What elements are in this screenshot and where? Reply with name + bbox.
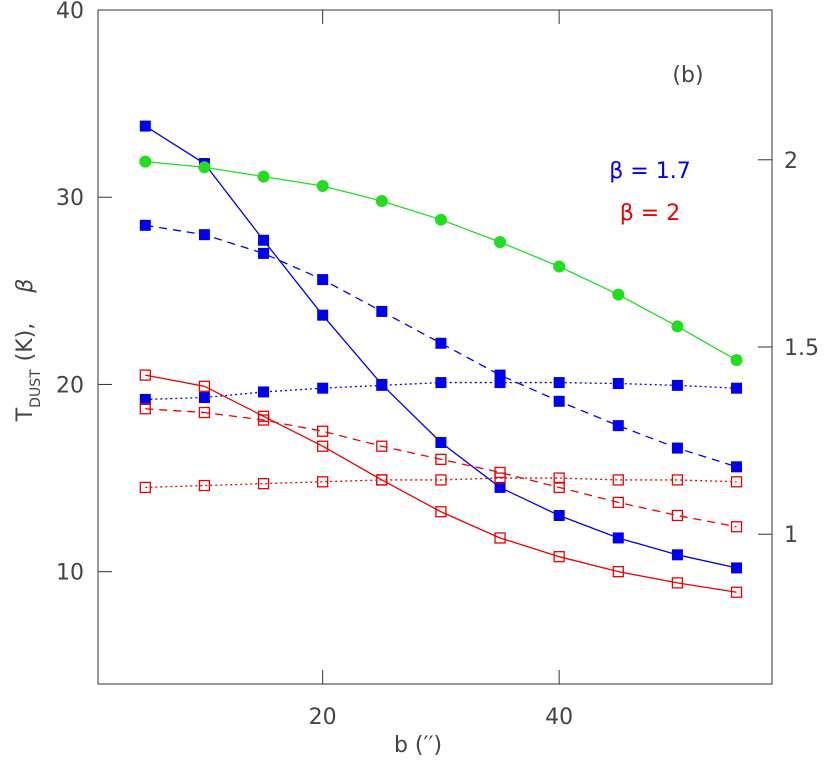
marker xyxy=(494,532,506,544)
marker xyxy=(671,474,684,486)
annotation: (b) xyxy=(672,63,703,88)
y-tick-label: 10 xyxy=(56,561,84,586)
marker xyxy=(139,155,152,168)
marker xyxy=(258,247,270,259)
marker xyxy=(612,566,624,578)
marker xyxy=(198,406,211,419)
marker xyxy=(553,395,565,407)
marker xyxy=(612,496,624,509)
marker xyxy=(612,378,624,390)
marker xyxy=(317,476,329,488)
marker xyxy=(198,380,211,392)
y-tick-label: 20 xyxy=(56,373,84,398)
y-label-beta: β xyxy=(13,279,38,294)
marker xyxy=(494,236,507,249)
marker xyxy=(612,288,625,301)
marker xyxy=(671,442,683,454)
marker xyxy=(730,521,743,533)
marker xyxy=(257,478,270,490)
y-tick-label: 40 xyxy=(56,0,84,24)
marker xyxy=(671,577,684,589)
marker xyxy=(553,510,565,521)
marker xyxy=(731,562,743,574)
plot-frame xyxy=(97,9,773,685)
marker xyxy=(553,260,566,273)
marker xyxy=(376,440,388,452)
marker xyxy=(553,551,565,563)
marker xyxy=(435,377,447,389)
y-axis-label: TDUST (K), β xyxy=(13,279,44,423)
marker xyxy=(258,234,270,246)
marker xyxy=(375,194,388,207)
marker xyxy=(198,479,211,492)
marker xyxy=(612,532,624,544)
series-line xyxy=(145,477,737,489)
marker xyxy=(139,219,151,231)
marker xyxy=(435,337,447,349)
marker xyxy=(198,161,211,174)
marker xyxy=(671,549,683,561)
series-line xyxy=(145,224,737,468)
y2-tick-label: 2 xyxy=(784,149,798,174)
marker xyxy=(730,354,743,367)
marker xyxy=(139,481,151,494)
marker xyxy=(317,274,329,286)
marker xyxy=(494,377,506,389)
marker xyxy=(612,474,624,486)
marker xyxy=(553,377,565,389)
marker xyxy=(731,382,743,394)
marker xyxy=(139,369,151,381)
marker xyxy=(376,305,388,317)
marker xyxy=(139,393,151,405)
x-axis-label: b (′′) xyxy=(394,733,442,758)
marker xyxy=(198,392,210,404)
y-label-sub: DUST xyxy=(28,369,44,408)
marker xyxy=(316,179,329,192)
marker xyxy=(139,120,151,132)
marker xyxy=(258,386,270,398)
marker xyxy=(376,474,388,486)
marker xyxy=(257,170,270,183)
marker xyxy=(317,309,329,321)
annotation: β = 2 xyxy=(620,201,680,226)
marker xyxy=(139,403,151,415)
marker xyxy=(317,425,329,437)
x-tick-label: 20 xyxy=(309,705,337,730)
marker xyxy=(671,509,684,522)
series-line xyxy=(145,161,737,361)
y-label-unit: (K), xyxy=(13,323,38,362)
marker xyxy=(435,474,447,486)
y-tick-label: 30 xyxy=(56,186,84,211)
marker xyxy=(317,440,329,452)
marker xyxy=(730,476,743,488)
series-line xyxy=(145,408,737,528)
marker xyxy=(553,472,565,484)
x-tick-label: 40 xyxy=(545,705,573,730)
marker xyxy=(494,481,506,493)
marker xyxy=(317,382,329,394)
marker xyxy=(434,213,447,226)
marker xyxy=(730,586,743,598)
marker xyxy=(435,506,447,518)
y-label-main: T xyxy=(13,407,38,422)
marker xyxy=(494,472,506,484)
marker xyxy=(198,229,210,241)
marker xyxy=(376,379,388,391)
series-line xyxy=(145,374,737,593)
marker xyxy=(671,320,684,333)
marker xyxy=(494,369,506,381)
marker xyxy=(435,453,447,465)
marker xyxy=(612,420,624,432)
marker xyxy=(731,461,743,473)
annotation: β = 1.7 xyxy=(609,159,690,184)
y2-tick-label: 1 xyxy=(784,523,798,548)
marker xyxy=(671,379,683,391)
marker xyxy=(435,436,447,448)
y2-tick-label: 1.5 xyxy=(784,336,819,361)
marker xyxy=(257,414,270,426)
